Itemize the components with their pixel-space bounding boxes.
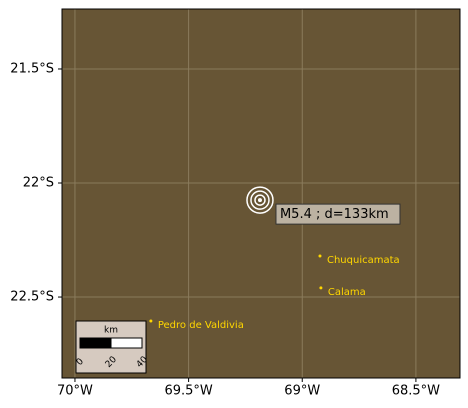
place-dot [149, 319, 153, 323]
place-dot [318, 254, 322, 258]
x-tick-label: 70°W [57, 384, 93, 399]
event-ring [250, 190, 270, 210]
event-center [257, 198, 262, 203]
event-ring [246, 186, 274, 214]
map-background [62, 9, 460, 378]
scale-inset: km 0 20 40 [75, 320, 150, 374]
place-label: Calama [328, 287, 366, 298]
scale-segment [110, 337, 143, 349]
y-tick-label: 22°S [23, 176, 54, 191]
event-ring [254, 194, 266, 206]
place-dot [319, 286, 323, 290]
scale-unit: km [104, 326, 118, 336]
y-tick-label: 21.5°S [10, 61, 54, 76]
event-label-box [275, 203, 401, 225]
scale-segment [79, 337, 112, 349]
map-frame [61, 8, 461, 379]
event-label: M5.4 ; d=133km [280, 207, 389, 222]
place-label: Chuquicamata [327, 255, 400, 266]
x-tick-label: 69°W [284, 384, 320, 399]
place-label: Pedro de Valdivia [158, 320, 244, 331]
y-tick-label: 22.5°S [10, 290, 54, 305]
scale-tick-label: 0 [75, 357, 86, 368]
x-tick-label: 68.5°W [392, 384, 440, 399]
x-tick-label: 69.5°W [164, 384, 212, 399]
